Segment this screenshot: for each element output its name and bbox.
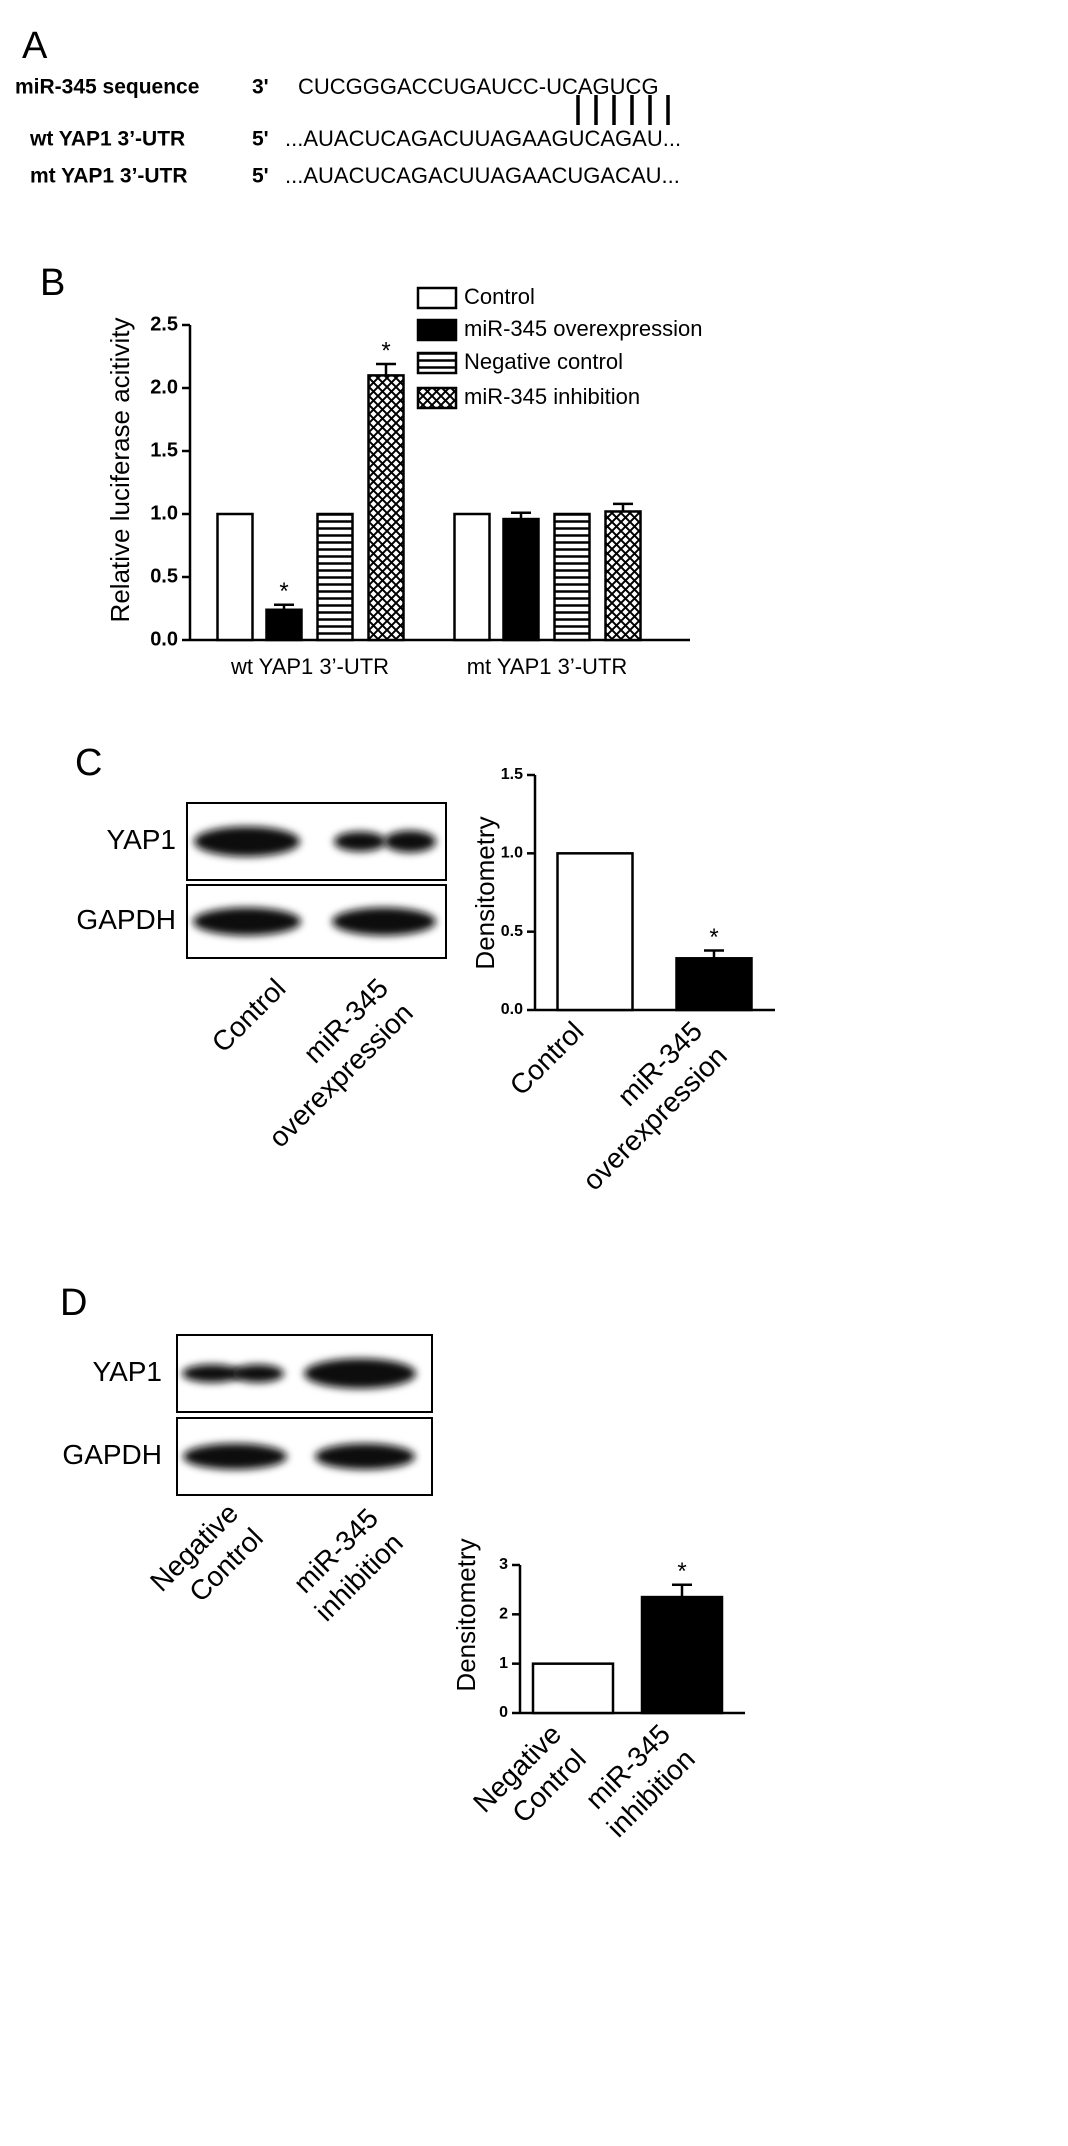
blot-band bbox=[182, 1364, 242, 1383]
bar bbox=[502, 517, 540, 642]
bar bbox=[556, 852, 634, 1012]
significance-marker: * bbox=[677, 1558, 686, 1585]
y-axis-label: Relative luciferase acitivity bbox=[105, 318, 135, 623]
blot-band bbox=[332, 907, 436, 936]
blot-band bbox=[334, 831, 386, 852]
sequence: CUCGGGACCUGAUCC-UCAGUCG bbox=[298, 74, 659, 99]
sequence-name: miR-345 sequence bbox=[15, 76, 199, 99]
bar bbox=[316, 512, 354, 642]
legend-swatch bbox=[416, 386, 458, 410]
significance-marker: * bbox=[279, 578, 288, 605]
y-tick-label: 3 bbox=[499, 1556, 508, 1573]
sequence-name: wt YAP1 3’-UTR bbox=[29, 128, 185, 151]
panel-label: C bbox=[75, 742, 102, 784]
legend-swatch bbox=[416, 318, 458, 342]
bar bbox=[531, 1662, 615, 1715]
bar bbox=[604, 510, 642, 642]
y-axis-label: Densitometry bbox=[451, 1538, 481, 1691]
significance-marker: * bbox=[381, 337, 390, 364]
blot-band bbox=[384, 830, 436, 853]
blot-band bbox=[183, 1443, 287, 1470]
legend-swatch bbox=[416, 286, 458, 310]
bar bbox=[265, 608, 303, 642]
blot-band bbox=[315, 1443, 415, 1470]
x-tick-label: mt YAP1 3’-UTR bbox=[467, 654, 628, 679]
blot-band bbox=[194, 826, 300, 857]
y-tick-label: 1.5 bbox=[150, 439, 178, 461]
blot-band bbox=[304, 1358, 416, 1389]
legend-label: miR-345 inhibition bbox=[464, 384, 640, 409]
bar bbox=[675, 957, 753, 1012]
y-tick-label: 1.0 bbox=[501, 845, 523, 862]
panel-label: A bbox=[22, 25, 48, 67]
significance-marker: * bbox=[709, 924, 718, 951]
blot-row-label: GAPDH bbox=[62, 1439, 162, 1470]
legend-label: Negative control bbox=[464, 349, 623, 374]
y-tick-label: 1.0 bbox=[150, 502, 178, 524]
bar bbox=[453, 512, 491, 642]
blot-row-label: YAP1 bbox=[106, 824, 176, 855]
panel-label: D bbox=[60, 1282, 87, 1324]
sequence: ...AUACUCAGACUUAGAACUGACAU... bbox=[285, 163, 680, 188]
pairing-lines bbox=[576, 95, 670, 125]
y-tick-label: 0.0 bbox=[501, 1001, 523, 1018]
y-tick-label: 0.0 bbox=[150, 628, 178, 650]
legend-label: miR-345 overexpression bbox=[464, 316, 702, 341]
bar bbox=[553, 512, 591, 642]
y-tick-label: 2.0 bbox=[150, 376, 178, 398]
legend-label: Control bbox=[464, 284, 535, 309]
y-tick-label: 0 bbox=[499, 1704, 508, 1721]
blot-band bbox=[232, 1364, 284, 1383]
sequence: ...AUACUCAGACUUAGAAGUCAGAU... bbox=[285, 126, 681, 151]
blot-row-label: YAP1 bbox=[92, 1356, 162, 1387]
blot-band bbox=[193, 907, 301, 936]
legend-swatch bbox=[416, 351, 458, 375]
y-tick-label: 1 bbox=[499, 1655, 508, 1672]
panel-label: B bbox=[40, 262, 65, 304]
y-tick-label: 0.5 bbox=[150, 565, 178, 587]
y-tick-label: 2 bbox=[499, 1606, 508, 1623]
bar bbox=[640, 1595, 724, 1715]
strand-end: 5' bbox=[252, 165, 269, 188]
blot-row-label: GAPDH bbox=[76, 904, 176, 935]
strand-end: 5' bbox=[252, 128, 269, 151]
sequence-name: mt YAP1 3’-UTR bbox=[30, 165, 188, 188]
y-tick-label: 0.5 bbox=[501, 923, 523, 940]
strand-end: 3' bbox=[252, 76, 269, 99]
bar bbox=[367, 374, 405, 642]
y-tick-label: 2.5 bbox=[150, 313, 178, 335]
bar bbox=[216, 512, 254, 642]
x-tick-label: wt YAP1 3’-UTR bbox=[230, 654, 389, 679]
y-tick-label: 1.5 bbox=[501, 766, 523, 783]
y-axis-label: Densitometry bbox=[470, 816, 500, 969]
